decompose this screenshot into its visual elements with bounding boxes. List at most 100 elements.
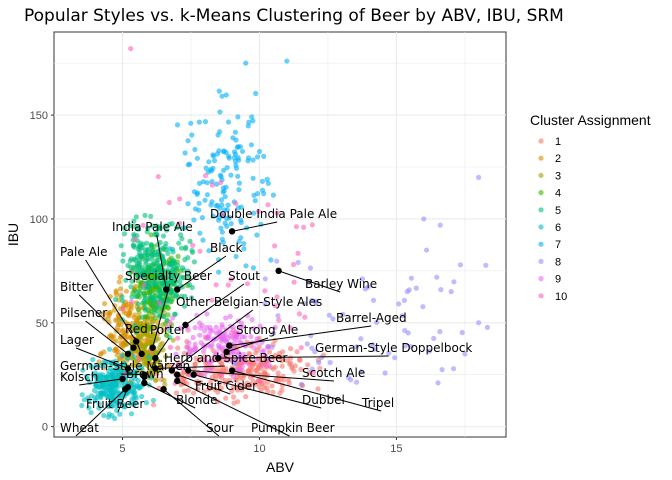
data-point-cluster-6 — [97, 372, 103, 378]
style-point — [130, 344, 137, 351]
data-point-cluster-5 — [157, 239, 163, 246]
data-point-cluster-9 — [239, 334, 245, 340]
data-point-cluster-8 — [359, 276, 365, 282]
data-point-cluster-5 — [152, 232, 158, 238]
data-point-cluster-8 — [435, 380, 441, 386]
data-point-cluster-9 — [222, 331, 229, 338]
data-point-cluster-7 — [185, 138, 191, 144]
data-point-cluster-9 — [227, 313, 233, 319]
data-point-cluster-10 — [132, 236, 138, 242]
style-label: Red — [125, 322, 148, 336]
legend-key-cluster-5 — [538, 207, 544, 213]
legend-key-cluster-2 — [538, 155, 544, 161]
data-point-cluster-10 — [262, 353, 268, 359]
data-point-cluster-1 — [288, 346, 294, 352]
data-point-cluster-7 — [219, 202, 225, 208]
y-tick-label: 0 — [42, 422, 48, 434]
legend-key-cluster-4 — [538, 190, 544, 196]
data-point-cluster-9 — [219, 322, 225, 328]
data-point-cluster-10 — [190, 242, 196, 248]
data-point-cluster-10 — [274, 210, 280, 216]
data-point-cluster-10 — [166, 199, 172, 206]
data-point-cluster-6 — [139, 393, 145, 400]
style-connector-line — [85, 259, 137, 342]
style-label: Lager — [60, 333, 94, 347]
data-point-cluster-10 — [141, 282, 147, 288]
style-connector-line — [185, 283, 245, 326]
data-point-cluster-1 — [280, 373, 286, 379]
data-point-cluster-5 — [175, 263, 181, 269]
data-point-cluster-10 — [298, 345, 304, 351]
style-label: Other Belgian-Style Ales — [176, 295, 322, 309]
data-point-cluster-10 — [218, 180, 224, 186]
data-point-cluster-7 — [236, 187, 242, 193]
data-point-cluster-9 — [261, 362, 267, 368]
legend-label-cluster-3: 3 — [555, 170, 561, 182]
data-point-cluster-8 — [405, 330, 411, 336]
data-point-cluster-7 — [210, 152, 216, 158]
data-point-cluster-5 — [177, 278, 183, 284]
style-label: Dubbel — [302, 393, 345, 407]
data-point-cluster-7 — [223, 92, 229, 98]
data-point-cluster-7 — [191, 189, 197, 195]
legend-key-cluster-6 — [538, 224, 544, 230]
style-label: Specialty Beer — [125, 269, 212, 283]
data-point-cluster-8 — [301, 300, 307, 307]
data-point-cluster-3 — [124, 341, 130, 347]
data-point-cluster-7 — [250, 157, 256, 163]
data-point-cluster-1 — [215, 389, 221, 395]
data-point-cluster-5 — [178, 232, 184, 238]
data-point-cluster-9 — [251, 345, 257, 351]
data-point-cluster-5 — [185, 255, 191, 261]
data-point-cluster-5 — [165, 250, 171, 256]
data-point-cluster-7 — [235, 114, 241, 120]
data-point-cluster-8 — [451, 366, 457, 372]
data-point-cluster-7 — [182, 150, 188, 156]
data-point-cluster-10 — [185, 327, 191, 333]
data-point-cluster-1 — [272, 364, 278, 370]
data-point-cluster-9 — [266, 363, 272, 369]
legend-key-cluster-3 — [538, 172, 544, 178]
data-point-cluster-8 — [370, 297, 377, 303]
data-point-cluster-5 — [137, 266, 143, 272]
data-point-cluster-6 — [121, 360, 127, 366]
data-point-cluster-1 — [246, 368, 252, 374]
data-point-cluster-7 — [252, 198, 258, 204]
data-point-cluster-7 — [241, 246, 247, 252]
data-point-cluster-5 — [166, 221, 173, 227]
data-point-cluster-5 — [149, 267, 156, 273]
data-point-cluster-1 — [231, 394, 237, 400]
style-point — [228, 367, 236, 374]
data-point-cluster-9 — [219, 338, 225, 344]
data-point-cluster-10 — [232, 331, 238, 338]
legend-key-cluster-1 — [538, 138, 544, 144]
style-point — [138, 350, 145, 358]
data-point-cluster-7 — [174, 122, 181, 128]
data-point-cluster-5 — [138, 271, 144, 277]
data-point-cluster-7 — [228, 172, 234, 178]
data-point-cluster-6 — [79, 402, 85, 409]
data-point-cluster-1 — [280, 349, 286, 355]
data-point-cluster-6 — [96, 375, 102, 382]
data-point-cluster-8 — [307, 265, 313, 271]
style-connector-line — [156, 234, 167, 290]
data-point-cluster-8 — [298, 381, 304, 387]
data-point-cluster-10 — [209, 297, 215, 303]
data-point-cluster-7 — [251, 210, 257, 216]
data-point-cluster-10 — [302, 314, 308, 320]
data-point-cluster-10 — [167, 319, 173, 325]
data-point-cluster-7 — [225, 202, 231, 208]
data-point-cluster-2 — [123, 288, 129, 294]
data-point-cluster-8 — [319, 354, 325, 360]
legend-label-cluster-10: 10 — [555, 291, 567, 303]
data-point-cluster-5 — [133, 214, 139, 220]
data-point-cluster-2 — [114, 347, 120, 354]
data-point-cluster-8 — [304, 341, 310, 347]
data-point-cluster-9 — [202, 357, 208, 363]
data-point-cluster-5 — [127, 271, 133, 277]
data-point-cluster-8 — [476, 320, 482, 326]
data-point-cluster-5 — [182, 303, 188, 309]
data-point-cluster-6 — [114, 388, 120, 394]
data-point-cluster-5 — [145, 251, 151, 257]
